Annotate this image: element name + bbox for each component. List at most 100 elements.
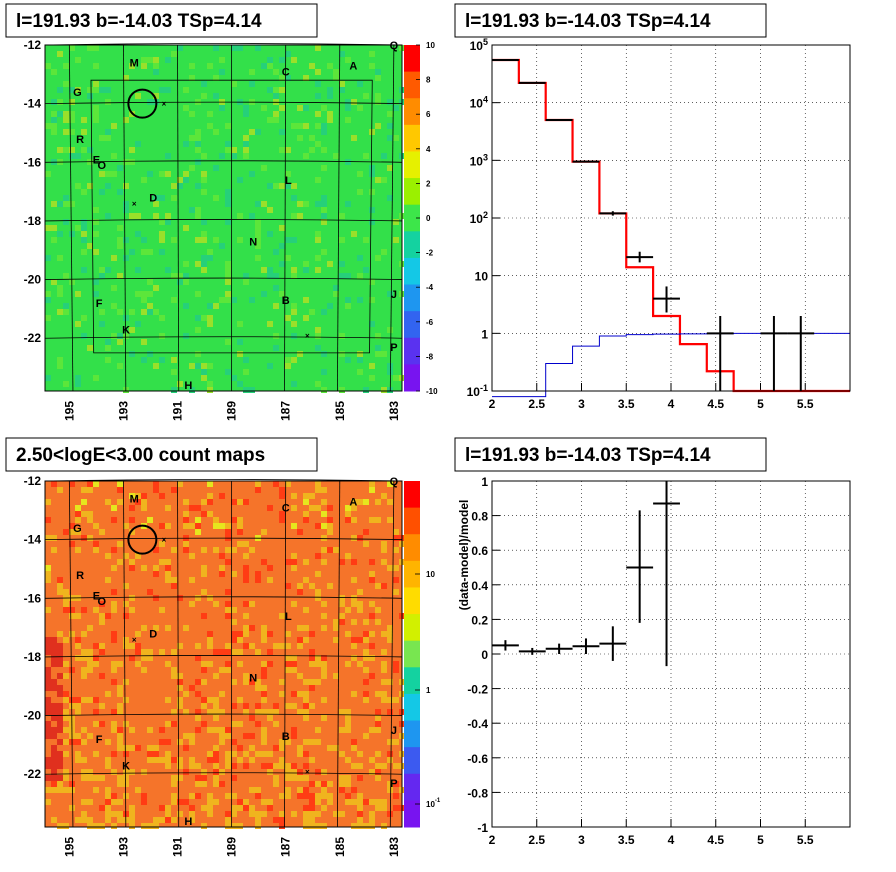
map-pixel: [321, 715, 327, 721]
map-pixel: [381, 667, 387, 673]
source-label: C: [282, 66, 290, 78]
map-pixel: [345, 511, 351, 517]
map-pixel: [57, 661, 63, 667]
map-pixel: [75, 739, 81, 745]
map-pixel: [363, 93, 369, 99]
map-pixel: [81, 655, 87, 661]
map-pixel: [75, 817, 81, 823]
map-pixel: [261, 709, 267, 715]
x-tick-label: 5: [757, 397, 764, 411]
color-scale-band: [404, 311, 420, 339]
map-pixel: [159, 357, 165, 363]
map-pixel: [99, 309, 105, 315]
map-pixel: [393, 375, 399, 381]
map-pixel: [75, 613, 81, 619]
map-pixel: [57, 589, 63, 595]
map-pixel: [147, 309, 153, 315]
map-pixel: [375, 69, 381, 75]
map-pixel: [387, 787, 393, 793]
map-pixel: [117, 487, 123, 493]
map-pixel: [363, 799, 369, 805]
map-pixel: [123, 613, 129, 619]
map-pixel: [195, 523, 201, 529]
map-pixel: [351, 99, 357, 105]
map-pixel: [303, 805, 309, 811]
map-pixel: [357, 763, 363, 769]
map-pixel: [201, 571, 207, 577]
map-pixel: [117, 333, 123, 339]
map-pixel: [321, 535, 327, 541]
map-pixel: [111, 517, 117, 523]
map-pixel: [237, 321, 243, 327]
color-scale-band: [404, 534, 420, 562]
map-pixel: [201, 613, 207, 619]
map-pixel: [249, 69, 255, 75]
map-pixel: [165, 751, 171, 757]
map-pixel: [273, 709, 279, 715]
map-pixel: [375, 721, 381, 727]
map-pixel: [339, 613, 345, 619]
map-pixel: [345, 709, 351, 715]
y-tick-label: 104: [470, 95, 488, 111]
map-pixel: [357, 823, 363, 829]
map-pixel: [357, 811, 363, 817]
map-pixel: [369, 375, 375, 381]
map-pixel: [213, 775, 219, 781]
map-pixel: [93, 523, 99, 529]
map-pixel: [381, 799, 387, 805]
map-pixel: [99, 321, 105, 327]
map-pixel: [129, 517, 135, 523]
map-pixel: [75, 225, 81, 231]
map-pixel: [291, 661, 297, 667]
map-pixel: [369, 279, 375, 285]
panel-count-map: 2.50<logE<3.00 count maps 195 193 191 189 18…: [5, 437, 441, 857]
grid-latitude-line: [44, 772, 403, 775]
map-pixel: [351, 643, 357, 649]
y-tick-label: -14: [24, 533, 42, 547]
map-pixel: [303, 517, 309, 523]
map-pixel: [207, 481, 213, 487]
map-pixel: [309, 309, 315, 315]
map-pixel: [303, 511, 309, 517]
map-pixel: [387, 625, 393, 631]
map-pixel: [261, 631, 267, 637]
source-label: M: [130, 494, 139, 506]
map-pixel: [285, 583, 291, 589]
map-pixel: [45, 123, 51, 129]
map-pixel: [243, 703, 249, 709]
map-pixel: [285, 315, 291, 321]
map-pixel: [171, 577, 177, 583]
map-pixel: [315, 595, 321, 601]
map-pixel: [321, 105, 327, 111]
map-pixel: [321, 547, 327, 553]
map-pixel: [177, 673, 183, 679]
map-pixel: [183, 87, 189, 93]
map-pixel: [357, 799, 363, 805]
map-pixel: [315, 739, 321, 745]
color-scale-tick-label: -6: [426, 318, 434, 327]
map-pixel: [87, 147, 93, 153]
map-pixel: [285, 363, 291, 369]
map-pixel: [177, 45, 183, 51]
x-tick-label: 5.5: [797, 397, 814, 411]
map-pixel: [45, 255, 51, 261]
y-tick-label: -22: [24, 331, 42, 345]
map-pixel: [201, 171, 207, 177]
map-pixel: [369, 811, 375, 817]
map-pixel: [147, 171, 153, 177]
map-pixel: [291, 523, 297, 529]
map-pixel: [201, 153, 207, 159]
map-pixel: [225, 267, 231, 273]
map-pixel: [387, 757, 393, 763]
map-pixel: [243, 631, 249, 637]
map-pixel: [171, 273, 177, 279]
map-pixel: [201, 511, 207, 517]
map-pixel: [111, 667, 117, 673]
map-pixel: [159, 493, 165, 499]
map-pixel: [291, 667, 297, 673]
map-pixel: [339, 51, 345, 57]
map-pixel: [51, 481, 57, 487]
map-pixel: [45, 225, 51, 231]
map-pixel: [237, 697, 243, 703]
